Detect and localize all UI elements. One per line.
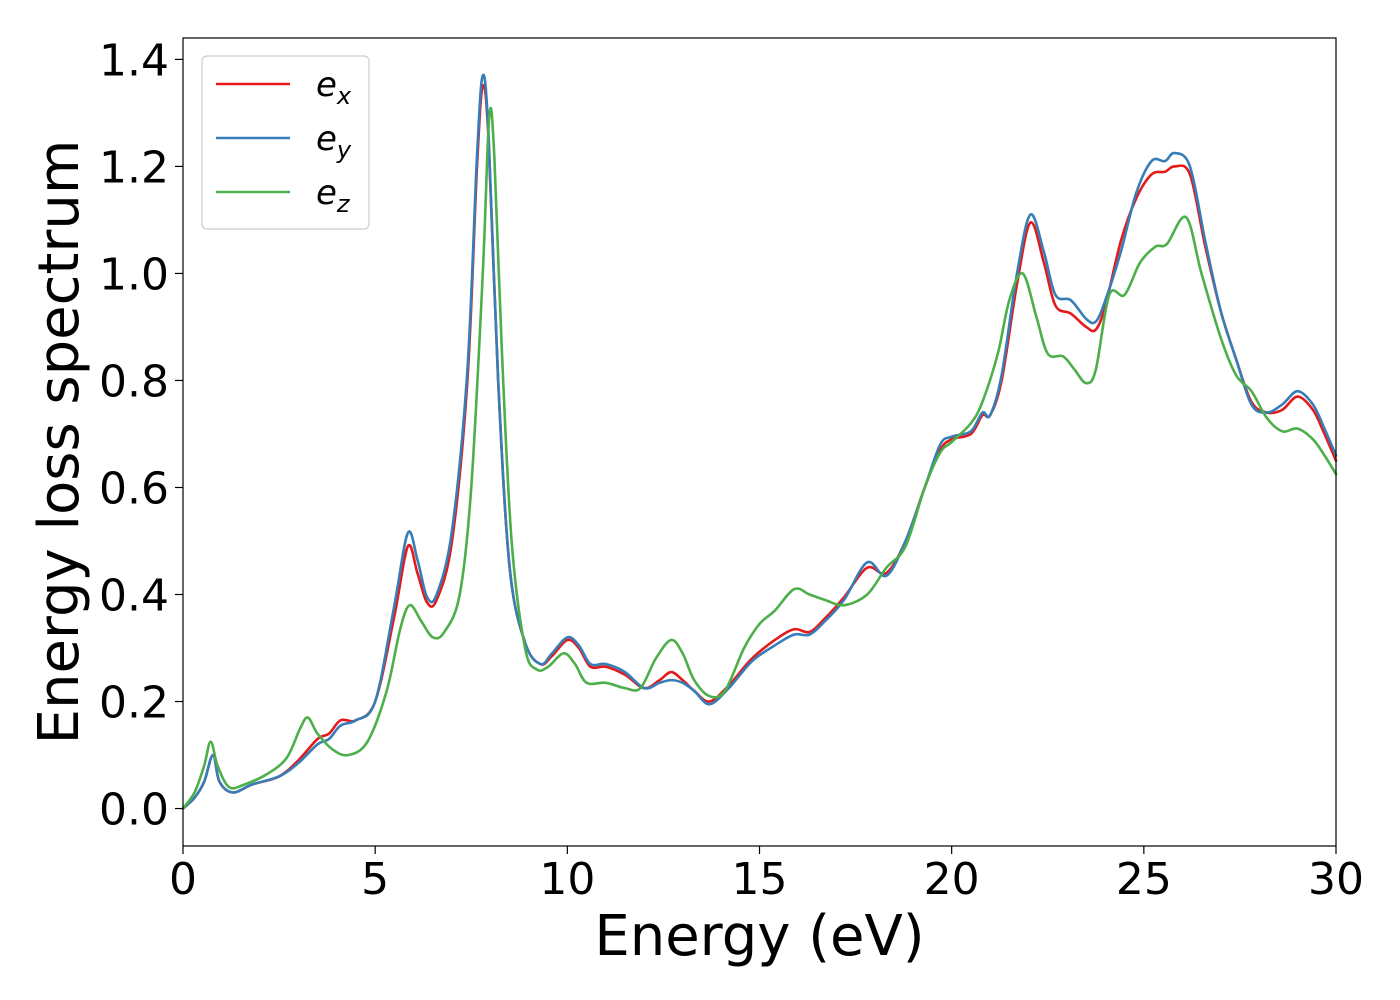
x-tick-label: 5: [361, 854, 389, 905]
y-tick-label: 0.0: [99, 785, 169, 836]
series-line-z: [181, 106, 1338, 810]
series-line-y: [181, 73, 1338, 810]
y-tick-label: 1.4: [99, 35, 169, 86]
ticks-layer: 0 5 10 15 20 25 30 0.0 0.2 0.4 0.6 0.8 1.0 1.2 1.4: [99, 35, 1364, 905]
y-tick-label: 0.8: [99, 356, 169, 407]
legend-label-subscript: z: [336, 190, 351, 218]
x-tick-label: 25: [1116, 854, 1172, 905]
y-tick-label: 1.2: [99, 142, 169, 193]
x-tick-label: 0: [169, 854, 197, 905]
series-layer: [181, 73, 1338, 810]
x-tick-label: 30: [1308, 854, 1364, 905]
legend-label-z: ez: [316, 173, 351, 218]
legend-label-base: e: [316, 65, 337, 105]
legend-label-subscript: x: [336, 82, 352, 110]
y-tick-label: 0.2: [99, 678, 169, 729]
legend-label-y: ey: [316, 119, 352, 164]
y-axis-title: Energy loss spectrum: [27, 140, 92, 745]
x-tick-label: 20: [924, 854, 980, 905]
legend-entry-y: ey: [216, 119, 352, 164]
legend-label-subscript: y: [336, 136, 352, 164]
series-line-x: [181, 83, 1338, 810]
legend-entry-x: ex: [216, 65, 352, 110]
legend-box: [201, 55, 370, 230]
x-tick-label: 10: [539, 854, 595, 905]
y-tick-label: 1.0: [99, 249, 169, 300]
y-tick-label: 0.4: [99, 571, 169, 622]
x-axis-title: Energy (eV): [594, 904, 924, 969]
x-tick-label: 15: [732, 854, 788, 905]
legend-label-base: e: [316, 119, 337, 159]
legend-label-x: ex: [316, 65, 352, 110]
legend-entry-z: ez: [216, 173, 351, 218]
legend-label-base: e: [316, 173, 337, 213]
y-tick-label: 0.6: [99, 463, 169, 514]
